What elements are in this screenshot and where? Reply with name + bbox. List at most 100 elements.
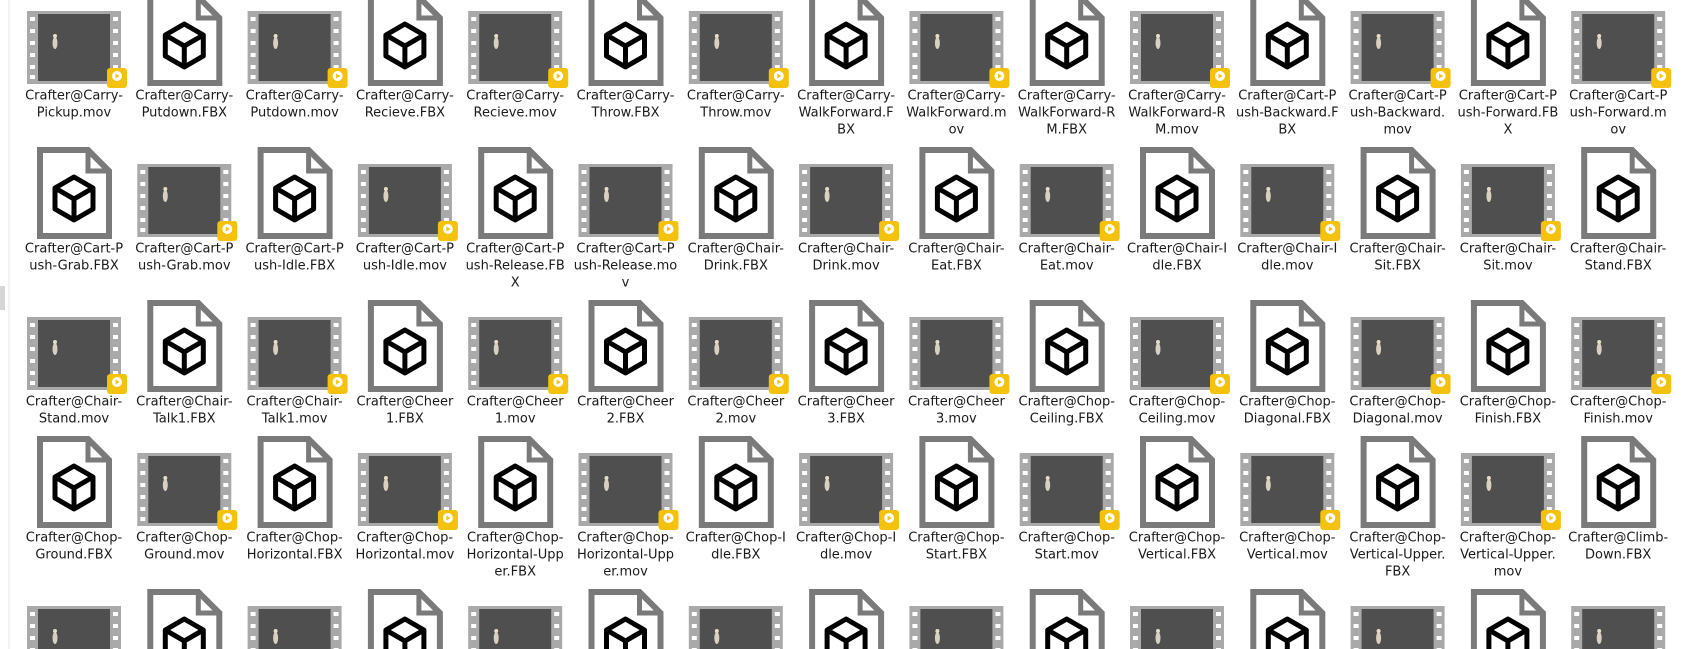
file-item[interactable]: Crafter@Chop- Finish.FBX xyxy=(1460,303,1557,427)
file-item[interactable]: Crafter@Carry- Throw.FBX xyxy=(577,0,675,121)
file-item[interactable]: Crafter@Chair-I dle.FBX xyxy=(1127,150,1227,274)
file-name: Crafter@Chop- xyxy=(1019,395,1116,410)
file-item[interactable]: Crafter@Carry- Throw.mov xyxy=(687,11,789,121)
file-item[interactable]: Crafter@Cheer 1.mov xyxy=(467,317,569,427)
fbx-icon xyxy=(1033,592,1102,649)
file-item[interactable]: Crafter@Cart-P ush-Release.mo v xyxy=(574,164,679,291)
file-item[interactable]: Crafter@Chair- Talk1.mov xyxy=(246,317,348,427)
file-item[interactable] xyxy=(1033,592,1102,649)
file-name: Vertical-Upper. xyxy=(1350,548,1446,563)
file-item[interactable]: Crafter@Carry- WalkForward.m ov xyxy=(906,11,1010,138)
file-item[interactable]: Crafter@Chop- Start.mov xyxy=(1019,453,1120,563)
file-item[interactable]: Crafter@Cart-P ush-Idle.FBX xyxy=(245,150,344,274)
file-item[interactable]: Crafter@Carry- WalkForward.F BX xyxy=(797,0,895,138)
file-name: BX xyxy=(1278,123,1296,138)
file-name: Crafter@Chop- xyxy=(1349,395,1446,410)
file-item[interactable]: Crafter@Chop- Horizontal.mov xyxy=(355,453,458,563)
file-item[interactable]: Crafter@Climb- Down.FBX xyxy=(1568,439,1669,563)
file-item[interactable]: Crafter@Cheer 1.FBX xyxy=(356,303,454,427)
file-item[interactable] xyxy=(1130,606,1230,649)
file-item[interactable]: Crafter@Carry- Putdown.FBX xyxy=(135,0,234,121)
file-item[interactable]: Crafter@Cart-P ush-Grab.mov xyxy=(135,164,238,274)
file-item[interactable]: Crafter@Chop- Vertical.FBX xyxy=(1129,439,1226,563)
file-item[interactable]: Crafter@Chop- Ground.mov xyxy=(136,453,238,563)
file-item[interactable]: Crafter@Chair- Sit.mov xyxy=(1460,164,1561,274)
file-name: dle.FBX xyxy=(1152,259,1201,274)
fbx-icon xyxy=(150,0,219,83)
file-item[interactable]: Crafter@Cart-P ush-Forward.FB X xyxy=(1458,0,1559,138)
file-item[interactable]: Crafter@Chop- Diagonal.FBX xyxy=(1239,303,1336,427)
file-name: Crafter@Chop- xyxy=(1129,531,1226,546)
file-item[interactable]: Crafter@Chop- Vertical-Upper. FBX xyxy=(1349,439,1446,580)
file-item[interactable]: Crafter@Chair- Talk1.FBX xyxy=(136,303,233,427)
file-name: Diagonal.mov xyxy=(1353,412,1443,427)
file-item[interactable]: Crafter@Chair-I dle.mov xyxy=(1237,164,1341,274)
file-item[interactable] xyxy=(1253,592,1322,649)
file-item[interactable]: Crafter@Chair- Drink.FBX xyxy=(688,150,785,274)
file-name: Crafter@Cheer xyxy=(687,395,784,410)
file-name: Crafter@Cart-P xyxy=(1459,89,1557,104)
file-name: WalkForward-R xyxy=(1128,106,1225,121)
file-item[interactable]: Crafter@Chop- Ground.FBX xyxy=(26,439,123,563)
fbx-icon xyxy=(371,592,440,649)
file-item[interactable] xyxy=(468,606,569,649)
file-item[interactable]: Crafter@Carry- Recieve.mov xyxy=(466,11,569,121)
file-name: Crafter@Chop- xyxy=(246,531,343,546)
file-item[interactable]: Crafter@Cart-P ush-Grab.FBX xyxy=(25,150,123,274)
file-item[interactable]: Crafter@Cheer 3.FBX xyxy=(798,303,895,427)
file-name: Crafter@Cart-P xyxy=(25,242,123,257)
file-item[interactable]: Crafter@Chop- Diagonal.mov xyxy=(1349,317,1451,427)
file-item[interactable]: Crafter@Carry- WalkForward-R M.FBX xyxy=(1018,0,1116,138)
file-item[interactable]: Crafter@Chop- Vertical-Upper. mov xyxy=(1460,453,1561,580)
file-item[interactable] xyxy=(247,606,348,649)
file-item[interactable]: Crafter@Chop- Ceiling.mov xyxy=(1129,317,1230,427)
file-name: Start.mov xyxy=(1035,548,1100,563)
file-item[interactable]: Crafter@Chair- Eat.mov xyxy=(1019,164,1120,274)
file-item[interactable]: Crafter@Cart-P ush-Idle.mov xyxy=(356,164,458,274)
file-name: dle.FBX xyxy=(711,548,760,563)
file-item[interactable]: Crafter@Chop-I dle.mov xyxy=(796,453,900,563)
video-icon xyxy=(799,453,900,530)
file-item[interactable]: Crafter@Chop- Horizontal.FBX xyxy=(246,439,343,563)
file-item[interactable]: Crafter@Cheer 2.mov xyxy=(687,317,789,427)
file-item[interactable] xyxy=(150,592,219,649)
file-item[interactable] xyxy=(592,592,661,649)
file-name: Crafter@Cheer xyxy=(908,395,1005,410)
file-item[interactable] xyxy=(1350,606,1451,649)
file-item[interactable]: Crafter@Chop-I dle.FBX xyxy=(686,439,786,563)
video-icon xyxy=(1240,164,1341,241)
file-item[interactable] xyxy=(909,606,1010,649)
file-item[interactable] xyxy=(688,606,789,649)
file-item[interactable]: Crafter@Cheer 3.mov xyxy=(908,317,1010,427)
file-item[interactable] xyxy=(1474,592,1543,649)
splitter-handle[interactable] xyxy=(0,286,5,310)
file-item[interactable]: Crafter@Chair- Eat.FBX xyxy=(908,150,1005,274)
file-item[interactable]: Crafter@Cart-P ush-Release.FB X xyxy=(466,150,565,291)
file-item[interactable]: Crafter@Chop- Finish.mov xyxy=(1570,317,1672,427)
file-item[interactable]: Crafter@Chair- Stand.FBX xyxy=(1570,150,1667,274)
file-item[interactable]: Crafter@Cart-P ush-Backward.F BX xyxy=(1236,0,1339,138)
file-item[interactable] xyxy=(812,592,881,649)
video-icon xyxy=(27,606,127,649)
file-item[interactable]: Crafter@Carry- WalkForward-R M.mov xyxy=(1128,11,1230,138)
file-item[interactable]: Crafter@Chop- Horizontal-Upp er.mov xyxy=(577,453,679,580)
file-item[interactable]: Crafter@Chair- Drink.mov xyxy=(798,164,900,274)
file-item[interactable]: Crafter@Chop- Vertical.mov xyxy=(1239,453,1341,563)
file-item[interactable]: Crafter@Chair- Sit.FBX xyxy=(1349,150,1446,274)
video-icon xyxy=(909,11,1010,88)
file-item[interactable]: Crafter@Chop- Start.FBX xyxy=(908,439,1005,563)
file-item[interactable]: Crafter@Cart-P ush-Backward. mov xyxy=(1348,11,1451,138)
file-item[interactable]: Crafter@Cart-P ush-Forward.m ov xyxy=(1569,11,1672,138)
file-item[interactable]: Crafter@Cheer 2.FBX xyxy=(577,303,675,427)
file-name: WalkForward-R xyxy=(1018,106,1115,121)
file-item[interactable]: Crafter@Carry- Putdown.mov xyxy=(246,11,348,121)
file-item[interactable]: Crafter@Chop- Horizontal-Upp er.FBX xyxy=(467,439,564,580)
file-item[interactable]: Crafter@Carry- Pickup.mov xyxy=(25,11,127,121)
file-item[interactable]: Crafter@Chop- Ceiling.FBX xyxy=(1019,303,1116,427)
file-item[interactable]: Crafter@Carry- Recieve.FBX xyxy=(356,0,454,121)
file-item[interactable]: Crafter@Chair- Stand.mov xyxy=(26,317,127,427)
file-item[interactable] xyxy=(371,592,440,649)
file-name: Crafter@Chop- xyxy=(1349,531,1446,546)
file-item[interactable] xyxy=(27,606,127,649)
file-item[interactable] xyxy=(1571,606,1672,649)
